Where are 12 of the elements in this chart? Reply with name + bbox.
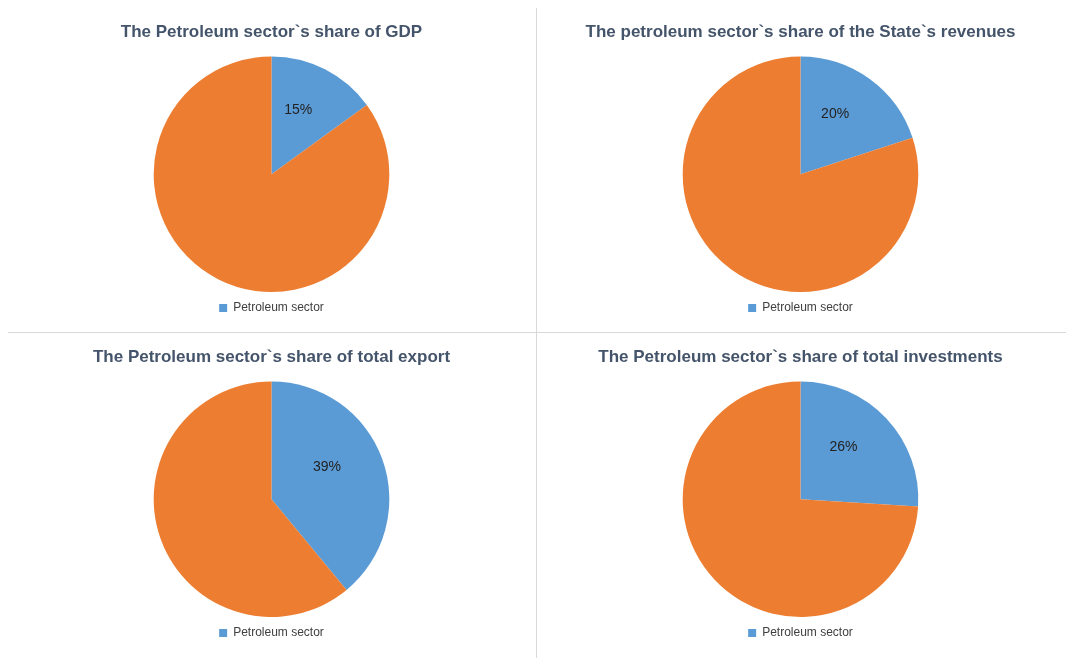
data-label: 20% (821, 105, 850, 122)
data-label: 39% (312, 458, 341, 475)
legend-label: Petroleum sector (762, 300, 853, 315)
chart-title: The Petroleum sector`s share of total export (92, 346, 451, 366)
chart-title: The Petroleum sector`s share of GDP (120, 21, 423, 41)
legend-label: Petroleum sector (762, 625, 853, 640)
chart-title: The petroleum sector`s share of the State`s revenues (585, 21, 1016, 41)
data-label: 26% (829, 437, 858, 454)
legend-label: Petroleum sector (233, 625, 324, 640)
chart-title: The Petroleum sector`s share of total investments (598, 346, 1003, 366)
legend-label: Petroleum sector (233, 300, 324, 315)
data-label: 15% (284, 100, 313, 117)
